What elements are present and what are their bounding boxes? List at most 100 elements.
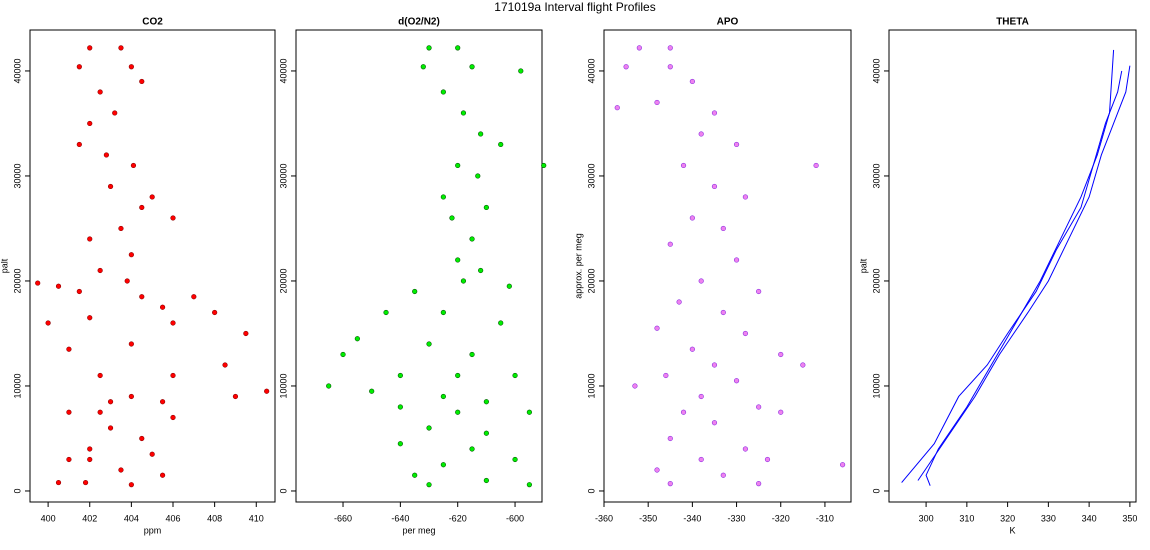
- point: [654, 325, 660, 331]
- panel-title: CO2: [142, 17, 163, 28]
- point: [264, 388, 270, 394]
- point: [475, 173, 481, 179]
- x-tick-label: -330: [728, 513, 746, 523]
- point: [840, 462, 846, 468]
- y-tick-label: 30000: [12, 163, 22, 188]
- point: [87, 45, 93, 51]
- point: [455, 409, 461, 415]
- point: [103, 152, 109, 158]
- x-tick-label: 402: [82, 513, 97, 523]
- point: [506, 283, 512, 289]
- point: [742, 330, 748, 337]
- point: [354, 336, 360, 342]
- point: [97, 372, 103, 379]
- point: [667, 64, 673, 70]
- point: [623, 64, 629, 70]
- point: [689, 78, 695, 85]
- x-tick-label: 340: [1082, 513, 1097, 523]
- point: [412, 472, 418, 478]
- point: [756, 481, 762, 487]
- point: [170, 320, 176, 326]
- point: [369, 388, 375, 394]
- point: [469, 236, 475, 242]
- point: [128, 252, 134, 258]
- point: [118, 225, 124, 232]
- point: [170, 372, 176, 379]
- point: [800, 362, 806, 368]
- point: [66, 456, 72, 463]
- point: [698, 456, 704, 463]
- x-tick-label: 310: [959, 513, 974, 523]
- x-tick-label: 350: [1122, 513, 1137, 523]
- profile-line: [901, 70, 1123, 483]
- point: [663, 372, 669, 379]
- point: [440, 194, 446, 200]
- point: [232, 393, 239, 400]
- point: [76, 64, 82, 70]
- point: [139, 204, 145, 211]
- point: [107, 183, 114, 190]
- x-tick-label: -600: [506, 513, 524, 523]
- point: [720, 472, 726, 478]
- y-tick-label: 10000: [871, 373, 881, 398]
- y-tick-label: 10000: [278, 373, 288, 398]
- point: [35, 280, 41, 286]
- point: [128, 64, 134, 70]
- x-tick-label: 408: [207, 513, 222, 523]
- point: [45, 320, 51, 326]
- y-tick-label: 40000: [12, 58, 22, 83]
- chart-title: 171019a Interval flight Profiles: [494, 0, 655, 14]
- profile-line: [917, 65, 1131, 481]
- point: [76, 141, 82, 148]
- point: [478, 131, 484, 137]
- point: [667, 481, 673, 487]
- point: [614, 105, 620, 111]
- x-tick-label: -660: [334, 513, 352, 523]
- y-axis-label: palt: [858, 258, 868, 273]
- point: [689, 346, 695, 352]
- plot-frame: [603, 29, 852, 503]
- y-axis-label: palt: [0, 258, 9, 273]
- point: [654, 99, 660, 106]
- point: [149, 194, 155, 200]
- point: [118, 45, 124, 51]
- y-tick-label: 10000: [12, 373, 22, 398]
- point: [440, 462, 446, 468]
- x-tick-label: -320: [772, 513, 790, 523]
- point: [698, 131, 704, 137]
- point: [222, 362, 228, 368]
- point: [720, 309, 726, 316]
- point: [667, 435, 673, 442]
- y-tick-label: 20000: [586, 268, 596, 293]
- point: [711, 420, 718, 426]
- point: [87, 120, 93, 127]
- point: [128, 341, 134, 347]
- x-tick-label: -350: [639, 513, 657, 523]
- y-tick-label: 30000: [871, 163, 881, 188]
- point: [680, 409, 687, 415]
- point: [720, 225, 726, 232]
- point: [483, 477, 489, 484]
- y-tick-label: 0: [586, 488, 596, 493]
- point: [813, 162, 819, 169]
- point: [128, 393, 134, 400]
- point: [526, 409, 532, 415]
- x-tick-label: 330: [1041, 513, 1056, 523]
- point: [66, 346, 72, 352]
- point: [170, 414, 176, 421]
- panel-title: THETA: [996, 17, 1029, 28]
- point: [118, 467, 124, 473]
- y-tick-label: 10000: [586, 373, 596, 398]
- y-tick-label: 40000: [586, 58, 596, 83]
- point: [128, 482, 134, 488]
- point: [87, 456, 93, 463]
- point: [711, 362, 718, 368]
- point: [711, 110, 718, 116]
- point: [130, 162, 137, 169]
- x-axis-label: K: [1009, 525, 1015, 535]
- x-tick-label: 404: [124, 513, 139, 523]
- y-tick-label: 30000: [586, 163, 596, 188]
- point: [440, 309, 446, 316]
- point: [742, 194, 748, 200]
- x-axis-label: per meg: [402, 525, 435, 535]
